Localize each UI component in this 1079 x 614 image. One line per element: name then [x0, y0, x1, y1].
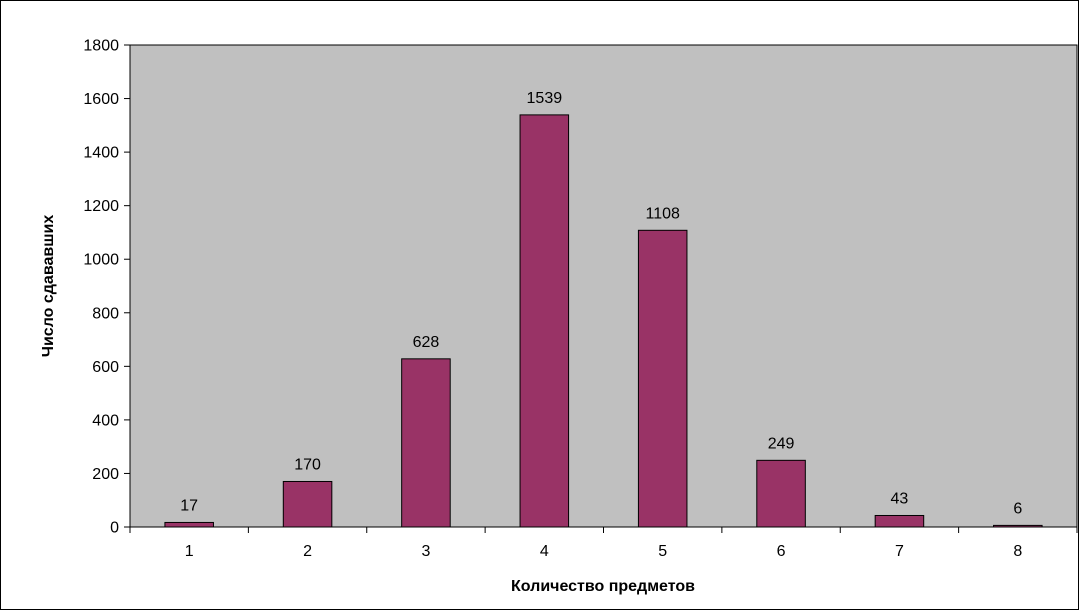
- y-tick-label: 1200: [83, 198, 119, 215]
- data-label-8: 6: [1013, 500, 1022, 517]
- y-axis-title: Число сдававших: [40, 215, 57, 358]
- y-tick-label: 400: [92, 412, 119, 429]
- x-tick-label: 6: [777, 543, 786, 560]
- x-tick-label: 4: [540, 543, 549, 560]
- y-tick-label: 1000: [83, 252, 119, 269]
- x-tick-label: 1: [185, 543, 194, 560]
- y-tick-label: 1400: [83, 145, 119, 162]
- data-label-7: 43: [891, 490, 909, 507]
- x-tick-label: 5: [658, 543, 667, 560]
- bar-3: [401, 358, 451, 528]
- data-labels: 17 170 628 1539 1108 249 43 6: [180, 90, 1022, 518]
- bar-1: [164, 521, 214, 528]
- y-tick-label: 200: [92, 466, 119, 483]
- y-tick-label: 0: [110, 520, 119, 537]
- data-label-4: 1539: [527, 90, 563, 107]
- bar-8: [993, 524, 1043, 528]
- data-label-6: 249: [768, 435, 795, 452]
- bar-5: [637, 229, 688, 528]
- plot-area: [129, 44, 1078, 528]
- bar-7: [874, 514, 925, 528]
- data-label-3: 628: [413, 334, 440, 351]
- x-tick-label: 2: [303, 543, 312, 560]
- y-tick-label: 800: [92, 305, 119, 322]
- bar-4: [519, 114, 570, 528]
- x-tick-label: 8: [1013, 543, 1022, 560]
- data-label-5: 1108: [645, 205, 680, 222]
- bar-series: [164, 114, 1043, 528]
- y-tick-label: 1600: [83, 91, 119, 108]
- x-axis: 1 2 3 4 5 6 7 8: [129, 526, 1078, 560]
- bar-6: [756, 459, 806, 528]
- data-label-1: 17: [180, 497, 198, 514]
- y-axis: 0 200 400 600 800 1000 1200 1400 1600 1800: [83, 38, 131, 537]
- x-axis-title: Количество предметов: [511, 578, 695, 595]
- y-tick-label: 600: [92, 359, 119, 376]
- y-tick-label: 1800: [83, 38, 119, 55]
- x-tick-label: 3: [421, 543, 430, 560]
- bar-2: [282, 480, 333, 528]
- x-tick-label: 7: [895, 543, 904, 560]
- data-label-2: 170: [294, 456, 321, 473]
